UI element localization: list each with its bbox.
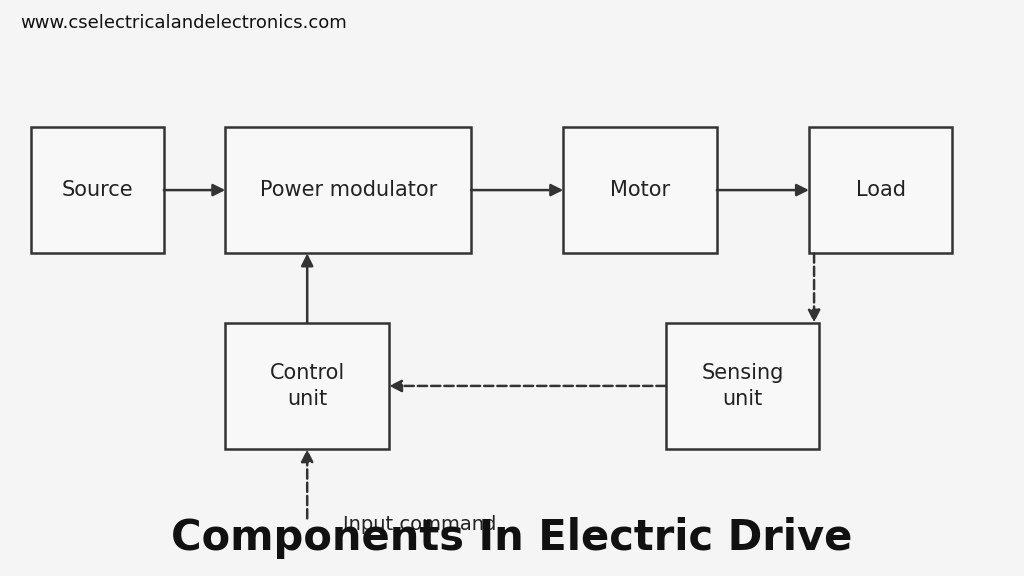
Text: Input command: Input command [343,515,497,533]
Bar [563,127,717,253]
Text: Motor: Motor [610,180,670,200]
Text: www.cselectricalandelectronics.com: www.cselectricalandelectronics.com [20,14,347,32]
Text: Sensing
unit: Sensing unit [701,363,783,409]
Bar [31,127,164,253]
Bar [225,323,389,449]
Text: Components In Electric Drive: Components In Electric Drive [171,517,853,559]
Bar [666,323,819,449]
Text: Load: Load [856,180,905,200]
Text: Source: Source [61,180,133,200]
Text: Power modulator: Power modulator [259,180,437,200]
Bar [809,127,952,253]
Text: Control
unit: Control unit [269,363,345,409]
Bar [225,127,471,253]
